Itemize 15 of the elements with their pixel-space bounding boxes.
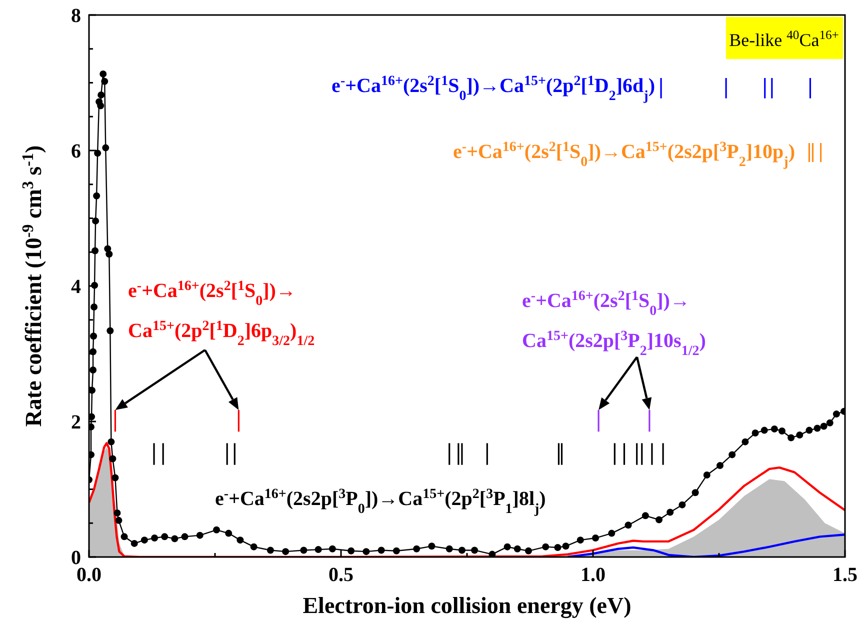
x-axis-title: Electron-ion collision energy (eV) [302,593,632,619]
y-tick-label: 2 [71,412,81,434]
text: e$^{-}$+Ca$^{16+}$(2s$^{2}$[$^{1}$S$_{0}$])→Ca$^{15+}$(2p$^{2}$[$^{1}$D$_{2}$]6d$_{j}$) [332,74,655,104]
y-tick-label: 8 [71,5,81,27]
y-tick-label: 4 [71,276,81,298]
text: e$^{-}$+Ca$^{16+}$(2s$^{2}$[$^{1}$S$_{0}$])→Ca$^{15+}$(2s2p[$^{3}$P$_{2}$]10p$_{j}$) [453,140,795,170]
x-tick-label: 0.5 [328,564,354,586]
text: e$^{-}$+Ca$^{16+}$(2s$^{2}$[$^{1}$S$_{0}$])→Ca$^{15+}$(2s2p[$^{3}$P$_{2}$]10s$_{1/2}$) [522,288,706,358]
line-series [566,534,845,557]
text: e$^{-}$+Ca$^{16+}$(2s$^{2}$[$^{1}$S$_{0}$])→Ca$^{15+}$(2p$^{2}$[$^{1}$D$_{2}$]6p$_{3/2}$)$_{1/2}$ [128,278,315,348]
y-tick-label: 6 [71,140,81,162]
x-tick-label: 1.0 [580,564,606,586]
annotation: Be-like $^{40}$Ca$^{16+}$ [729,28,839,50]
x-tick-label: 1.5 [832,564,858,586]
text: e$^{-}$+Ca$^{16+}$(2s2p[$^{3}$P$_{0}$])→Ca$^{15+}$(2p$^{2}$[$^{3}$P$_{1}$]8l$_{j}$) [215,486,546,516]
